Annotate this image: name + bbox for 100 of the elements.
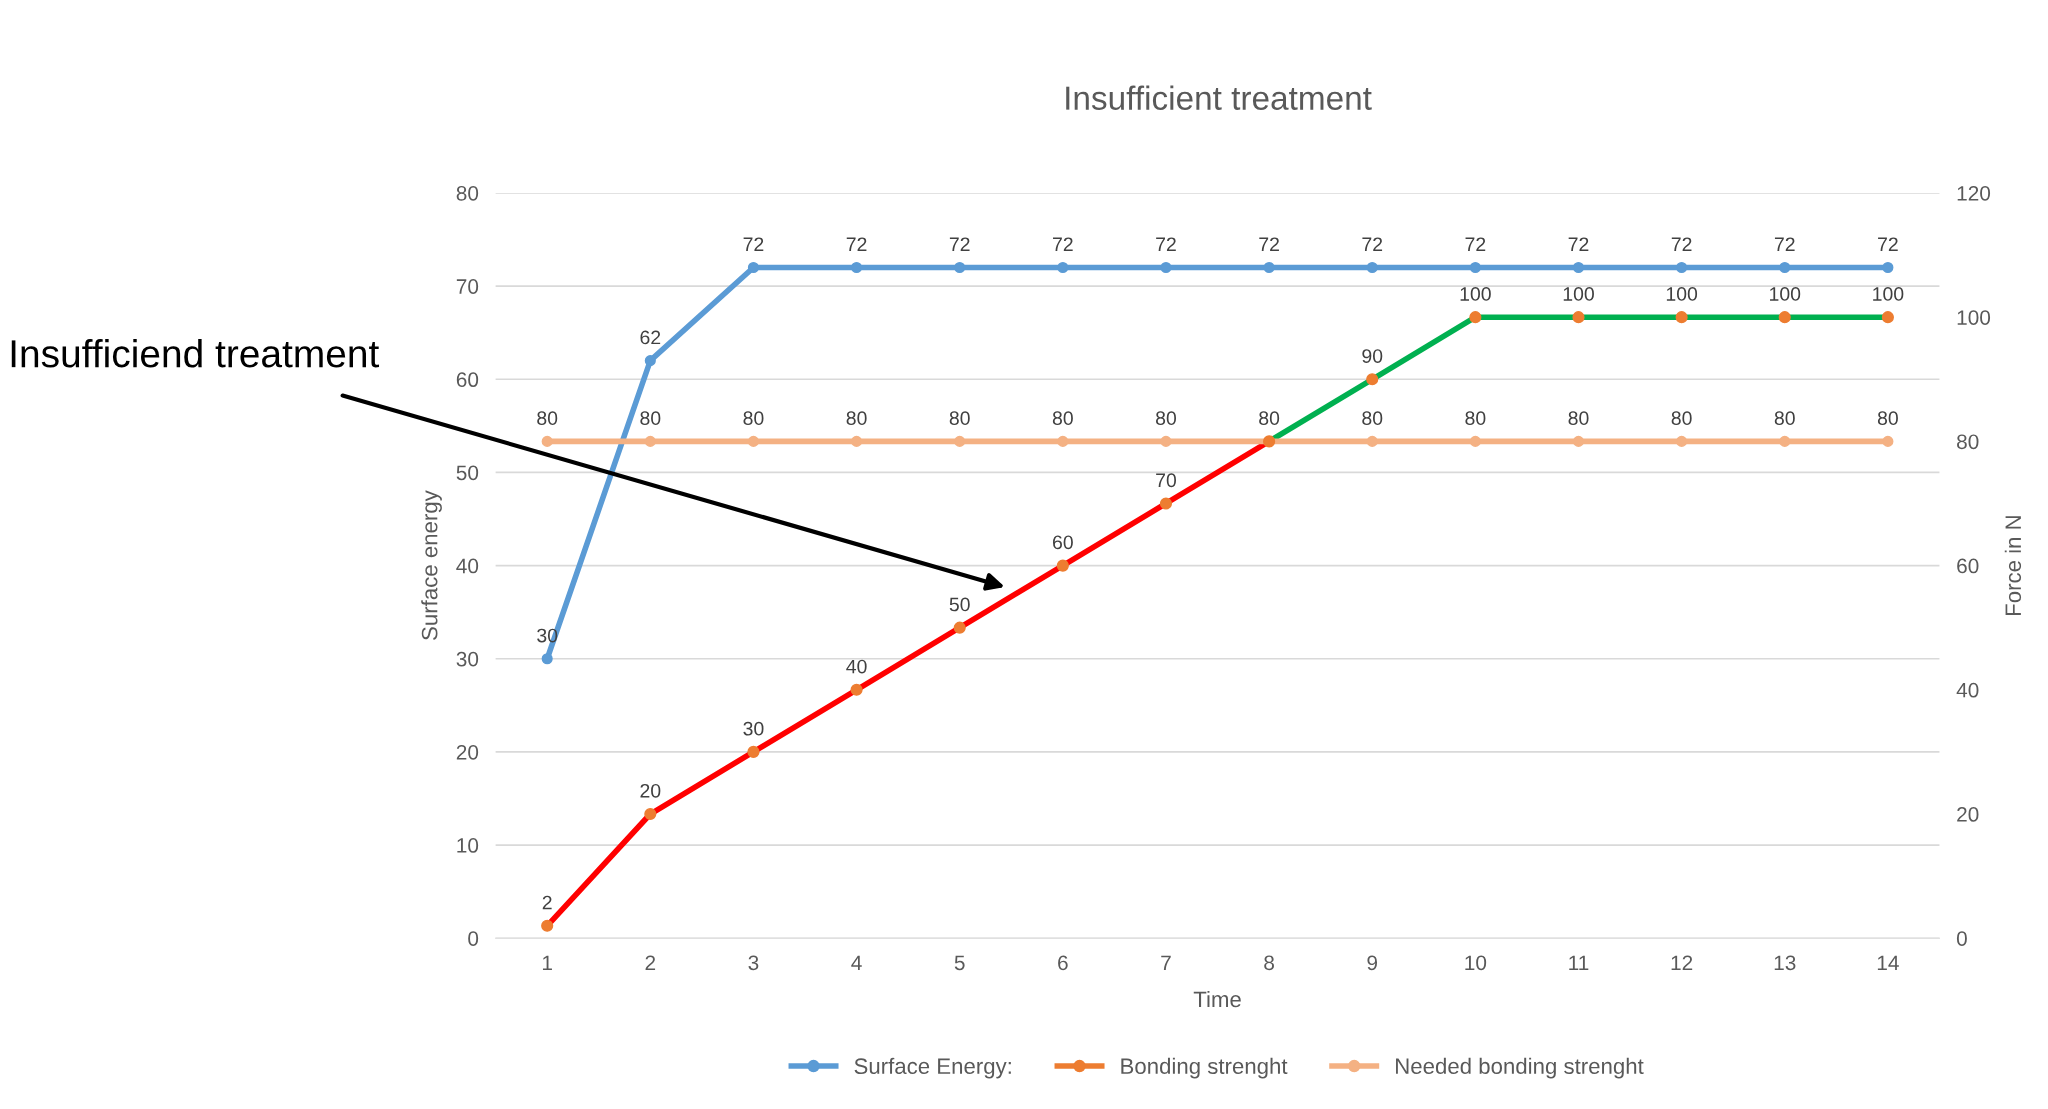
data-label: 60 xyxy=(1053,535,1073,550)
point xyxy=(850,683,863,696)
point xyxy=(851,261,863,274)
point xyxy=(1572,261,1585,274)
data-label: 72 xyxy=(1774,237,1795,251)
data-label: 100 xyxy=(1873,287,1904,301)
point xyxy=(1366,373,1379,386)
data-label: 80 xyxy=(537,411,558,426)
point xyxy=(1469,261,1481,274)
data-label: 80 xyxy=(1259,411,1280,426)
y2-tick-label: 120 xyxy=(1957,185,1991,201)
point xyxy=(953,621,966,634)
point xyxy=(541,435,553,447)
y2-tick-label: 20 xyxy=(1957,807,1979,822)
point xyxy=(747,261,760,274)
data-label: 72 xyxy=(1362,237,1383,251)
x-axis-title: Time xyxy=(1193,990,1241,1008)
x-tick-label: 7 xyxy=(1161,955,1171,970)
point xyxy=(1159,497,1173,510)
point xyxy=(1366,261,1378,274)
data-label: 80 xyxy=(1156,411,1177,426)
point xyxy=(1882,435,1894,447)
point xyxy=(1779,261,1791,274)
point xyxy=(747,435,760,447)
point xyxy=(1366,435,1378,447)
x-tick-label: 6 xyxy=(1058,955,1068,971)
data-label: 72 xyxy=(846,237,867,251)
point xyxy=(1778,311,1791,324)
point xyxy=(954,435,966,447)
y2-tick-label: 0 xyxy=(1956,931,1967,946)
data-label: 80 xyxy=(1774,411,1795,426)
data-label: 72 xyxy=(1568,237,1589,251)
legend-label: Needed bonding strenght xyxy=(1396,1057,1644,1079)
point xyxy=(747,745,760,758)
y2-tick-label: 80 xyxy=(1957,434,1979,450)
data-label: 80 xyxy=(640,411,661,426)
x-tick-label: 5 xyxy=(954,955,965,971)
point xyxy=(644,435,656,447)
data-label: 62 xyxy=(640,330,661,345)
point xyxy=(1675,311,1688,324)
point xyxy=(954,261,966,274)
data-label: 80 xyxy=(1877,411,1898,426)
x-tick-label: 4 xyxy=(851,955,862,970)
y-tick-label: 10 xyxy=(457,838,479,853)
y-axis-title: Surface energy xyxy=(421,490,442,640)
data-label: 72 xyxy=(1671,237,1692,251)
data-label: 100 xyxy=(1460,287,1491,301)
point xyxy=(1779,435,1791,447)
y-tick-label: 0 xyxy=(468,931,479,946)
data-label: 20 xyxy=(640,783,661,798)
point xyxy=(1882,261,1894,274)
point xyxy=(1469,435,1481,447)
point xyxy=(541,653,553,665)
y2-tick-label: 40 xyxy=(1956,682,1979,698)
x-tick-label: 9 xyxy=(1367,955,1378,971)
y-tick-label: 50 xyxy=(456,465,479,481)
y-tick-label: 80 xyxy=(456,185,479,201)
y-tick-label: 30 xyxy=(456,651,479,667)
y-tick-label: 70 xyxy=(456,279,479,294)
x-tick-label: 2 xyxy=(645,955,656,970)
data-label: 72 xyxy=(1053,237,1073,251)
point xyxy=(644,355,656,367)
data-label: 72 xyxy=(1878,237,1898,251)
data-label: 80 xyxy=(1052,411,1073,426)
point xyxy=(1160,261,1172,274)
data-label: 72 xyxy=(1465,237,1486,251)
data-label: 40 xyxy=(846,659,867,674)
x-tick-label: 11 xyxy=(1569,955,1589,970)
x-tick-label: 10 xyxy=(1465,955,1487,971)
x-tick-label: 12 xyxy=(1671,955,1693,970)
x-tick-label: 13 xyxy=(1774,955,1796,971)
x-tick-label: 1 xyxy=(542,955,552,970)
data-label: 80 xyxy=(1671,411,1692,426)
data-label: 80 xyxy=(949,411,970,426)
data-label: 72 xyxy=(743,237,764,251)
point xyxy=(1057,261,1069,274)
point xyxy=(644,807,657,821)
data-label: 80 xyxy=(846,411,867,426)
point xyxy=(1263,261,1275,274)
data-label: 2 xyxy=(542,895,552,910)
point xyxy=(1881,311,1894,324)
point xyxy=(1056,559,1069,572)
point xyxy=(1676,261,1688,274)
data-label: 80 xyxy=(743,411,764,426)
legend-label: Bonding strenght xyxy=(1121,1057,1288,1079)
point xyxy=(1676,435,1688,447)
point xyxy=(1572,311,1585,324)
data-label: 70 xyxy=(1156,473,1177,488)
y2-tick-label: 60 xyxy=(1957,558,1979,574)
y-tick-label: 40 xyxy=(456,558,479,574)
data-label: 100 xyxy=(1770,287,1801,301)
point xyxy=(1160,435,1172,447)
data-label: 30 xyxy=(743,721,764,736)
data-label: 72 xyxy=(1259,237,1279,251)
data-label: 90 xyxy=(1362,349,1383,363)
point xyxy=(1469,311,1482,324)
data-label: 72 xyxy=(949,237,970,251)
x-tick-label: 14 xyxy=(1877,955,1899,970)
point xyxy=(851,435,863,447)
data-label: 80 xyxy=(1465,411,1486,426)
